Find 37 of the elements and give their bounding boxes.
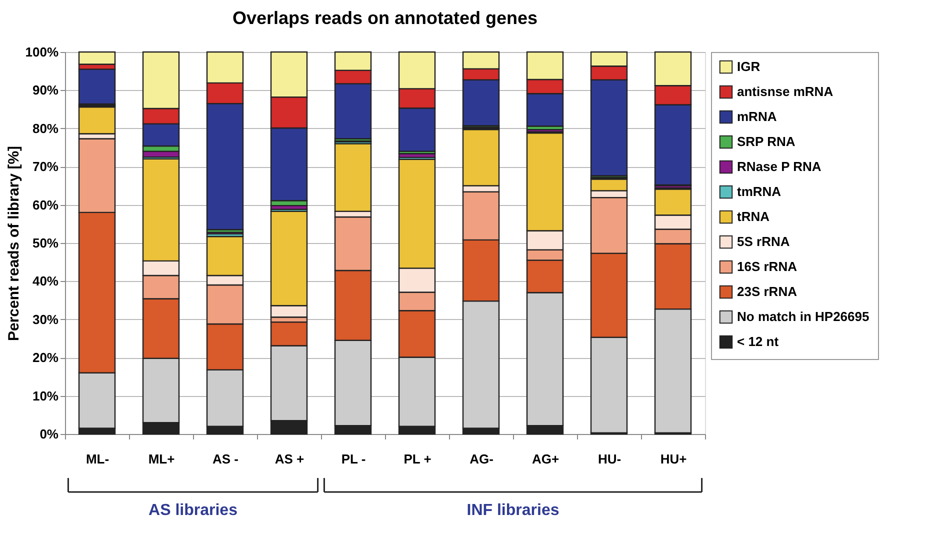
x-tick-label: AS + <box>274 452 305 466</box>
legend-label: tmRNA <box>737 184 782 199</box>
legend-label: IGR <box>737 59 761 74</box>
y-tick-label: 10% <box>32 388 59 404</box>
x-tick-label: AS - <box>212 452 238 466</box>
x-tick-label: ML- <box>86 452 110 466</box>
y-axis-title: Percent reads of library [%] <box>5 146 22 342</box>
x-tick-label: ML+ <box>148 452 176 466</box>
y-tick-label: 60% <box>32 197 59 212</box>
y-tick-label: 20% <box>32 350 59 366</box>
legend-label: < 12 nt <box>737 334 780 349</box>
y-tick-label: 50% <box>32 236 59 250</box>
y-tick-label: 30% <box>32 312 59 327</box>
x-tick-label: PL - <box>341 452 366 466</box>
legend-label: SRP RNA <box>737 134 796 149</box>
x-tick-label: HU- <box>598 452 622 466</box>
x-tick-label: HU+ <box>660 452 688 466</box>
legend-label: No match in HP26695 <box>737 309 870 324</box>
x-tick-label: AG- <box>470 452 494 466</box>
chart-title: Overlaps reads on annotated genes <box>232 8 538 28</box>
legend-label: 23S rRNA <box>737 284 798 299</box>
legend-label: antisnse mRNA <box>737 84 834 99</box>
y-tick-label: 0% <box>40 426 59 442</box>
legend-label: RNase P RNA <box>737 159 822 174</box>
text: AS libraries <box>148 502 238 519</box>
legend-label: tRNA <box>737 209 770 224</box>
y-tick-label: 80% <box>32 120 59 136</box>
legend-label: mRNA <box>737 109 778 124</box>
text: INF libraries <box>466 502 560 519</box>
legend-label: 16S rRNA <box>737 259 798 274</box>
x-tick-label: AG+ <box>532 452 560 466</box>
y-tick-label: 90% <box>32 82 59 98</box>
x-tick-label: PL + <box>404 452 432 466</box>
y-tick-label: 100% <box>25 44 59 60</box>
legend-label: 5S rRNA <box>737 234 790 249</box>
y-tick-label: 40% <box>32 274 59 289</box>
y-tick-label: 70% <box>32 159 59 174</box>
